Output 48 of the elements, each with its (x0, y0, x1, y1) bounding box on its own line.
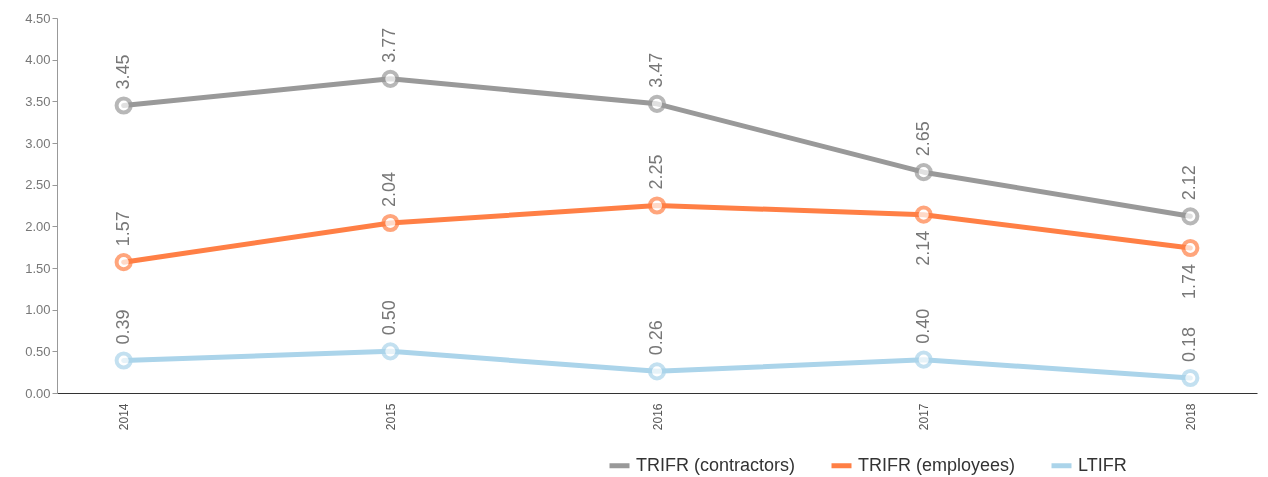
x-tick-label: 2016 (650, 403, 665, 431)
x-tick-label: 2014 (117, 403, 132, 431)
data-label: 2.65 (912, 121, 933, 157)
point (647, 362, 667, 381)
y-tick-label: 0.00 (25, 385, 51, 401)
point (114, 96, 133, 115)
y-tick-label: 1.50 (25, 260, 51, 276)
y-tick-label: 2.50 (25, 177, 51, 193)
point (914, 350, 933, 369)
y-tick-label: 2.00 (25, 218, 51, 234)
data-label: 2.14 (912, 230, 933, 266)
point (381, 69, 400, 88)
data-label: 3.47 (646, 52, 666, 88)
y-tick-label: 0.50 (25, 343, 51, 359)
legend-label: TRIFR (employees) (858, 454, 1016, 475)
point (914, 163, 933, 182)
data-label: 3.45 (112, 54, 133, 90)
point (114, 351, 133, 370)
y-tick-label: 3.50 (25, 93, 51, 109)
data-label: 0.26 (646, 320, 666, 356)
point (114, 253, 133, 272)
x-tick-label: 2015 (383, 403, 398, 431)
legend-label: LTIFR (1078, 454, 1127, 475)
data-label: 0.39 (112, 309, 133, 345)
y-tick-label: 3.00 (25, 135, 51, 151)
data-label: 2.12 (1179, 165, 1200, 201)
point (647, 196, 667, 215)
data-label: 3.77 (379, 27, 400, 63)
point (1181, 238, 1200, 258)
data-label: 0.40 (912, 308, 933, 344)
data-label: 2.04 (379, 171, 400, 207)
x-tick-label: 2017 (917, 403, 932, 431)
y-tick-label: 4.00 (25, 52, 51, 68)
data-label: 2.25 (646, 154, 666, 190)
data-label: 0.18 (1179, 326, 1200, 362)
data-label: 0.50 (379, 300, 400, 336)
point (381, 342, 400, 361)
data-label: 1.74 (1179, 264, 1200, 300)
y-tick-label: 1.00 (25, 302, 51, 318)
point (1181, 368, 1200, 388)
point (1181, 207, 1200, 226)
y-tick-label: 4.50 (25, 10, 51, 26)
point (914, 205, 933, 224)
data-label: 1.57 (112, 211, 133, 247)
x-tick-label: 2018 (1183, 403, 1198, 431)
legend-label: TRIFR (contractors) (636, 454, 796, 475)
point (647, 94, 667, 113)
point (381, 213, 400, 233)
